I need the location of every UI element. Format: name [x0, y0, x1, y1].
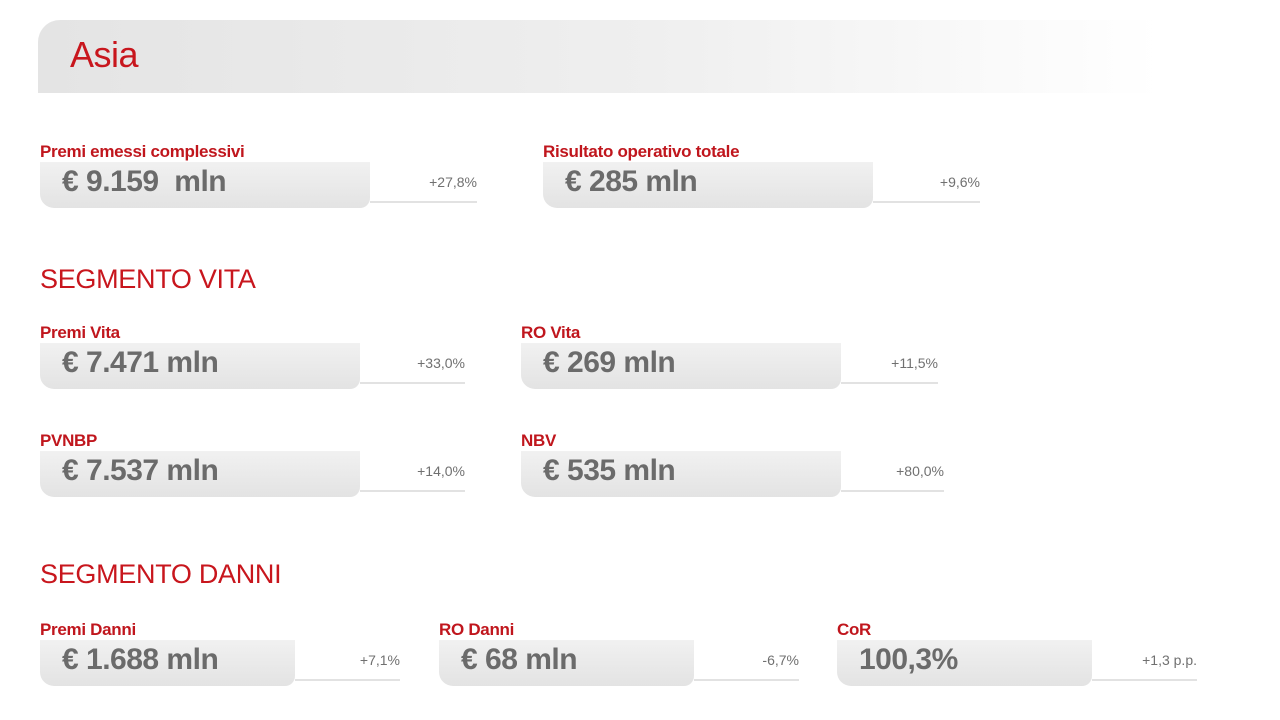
kpi-label: RO Vita — [521, 323, 580, 342]
kpi-change: -6,7% — [762, 652, 799, 668]
section-title: SEGMENTO VITA — [40, 264, 256, 294]
kpi-value: € 535 mln — [543, 454, 676, 487]
kpi-value: € 7.537 mln — [62, 454, 219, 487]
kpi-box — [439, 640, 694, 686]
kpi-value: € 9.159 mln — [62, 165, 227, 198]
header: Asia — [38, 20, 1160, 93]
kpi-box — [40, 640, 295, 686]
kpi-line — [295, 679, 400, 681]
kpi-card: Premi Danni € 1.688 mln +7,1% — [40, 620, 400, 700]
kpi-box — [837, 640, 1092, 686]
kpi-value: € 68 mln — [461, 643, 578, 676]
kpi-box — [521, 343, 841, 389]
kpi-value: € 7.471 mln — [62, 346, 219, 379]
kpi-change: +33,0% — [417, 355, 465, 371]
kpi-line — [841, 382, 938, 384]
kpi-card: RO Danni € 68 mln -6,7% — [439, 620, 799, 700]
kpi-card: PVNBP € 7.537 mln +14,0% — [40, 431, 465, 511]
header-title: Asia — [70, 34, 139, 75]
kpi-label: CoR — [837, 620, 872, 639]
kpi-value: € 269 mln — [543, 346, 676, 379]
kpi-change: +27,8% — [429, 174, 477, 190]
kpi-value: € 285 mln — [565, 165, 698, 198]
kpi-line — [873, 201, 980, 203]
kpi-box — [543, 162, 873, 208]
kpi-label: NBV — [521, 431, 556, 450]
kpi-line — [370, 201, 477, 203]
kpi-change: +11,5% — [891, 355, 938, 371]
kpi-change: +1,3 p.p. — [1142, 652, 1197, 668]
kpi-change: +7,1% — [359, 652, 400, 668]
kpi-change: +9,6% — [939, 174, 980, 190]
kpi-box — [40, 162, 370, 208]
kpi-line — [360, 382, 465, 384]
kpi-line — [841, 490, 944, 492]
kpi-change: +80,0% — [896, 463, 944, 479]
kpi-value: € 1.688 mln — [62, 643, 219, 676]
kpi-change: +14,0% — [417, 463, 465, 479]
kpi-card: NBV € 535 mln +80,0% — [521, 431, 944, 511]
kpi-card: CoR 100,3% +1,3 p.p. — [837, 620, 1197, 700]
kpi-label: PVNBP — [40, 431, 98, 450]
kpi-label: Premi emessi complessivi — [40, 142, 245, 161]
section-title: SEGMENTO DANNI — [40, 559, 282, 589]
kpi-card: RO Vita € 269 mln +11,5% — [521, 323, 938, 403]
kpi-line — [1092, 679, 1197, 681]
kpi-card: Premi emessi complessivi € 9.159 mln +27,8… — [40, 142, 477, 222]
kpi-label: RO Danni — [439, 620, 515, 639]
kpi-label: Premi Danni — [40, 620, 136, 639]
kpi-box — [521, 451, 841, 497]
kpi-box — [40, 343, 360, 389]
kpi-box — [40, 451, 360, 497]
kpi-value: 100,3% — [859, 643, 958, 676]
kpi-card: Risultato operativo totale € 285 mln +9,6% — [543, 142, 980, 222]
kpi-line — [694, 679, 799, 681]
kpi-label: Premi Vita — [40, 323, 120, 342]
kpi-label: Risultato operativo totale — [543, 142, 740, 161]
kpi-card: Premi Vita € 7.471 mln +33,0% — [40, 323, 465, 403]
kpi-line — [360, 490, 465, 492]
